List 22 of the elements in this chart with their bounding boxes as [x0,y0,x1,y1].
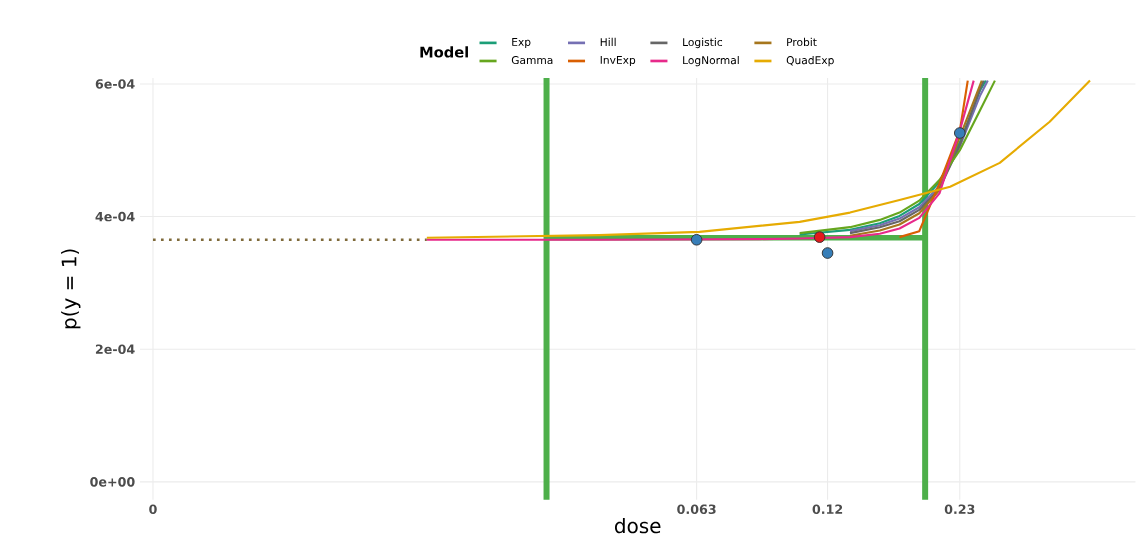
y-axis-title: p(y = 1) [61,249,81,329]
x-tick-label: 0 [149,504,157,515]
legend-label: Probit [787,37,817,47]
y-tick-label: 2e-04 [95,344,135,355]
legend-label: Hill [600,37,616,47]
x-axis-title: dose [614,518,661,534]
legend-label: QuadExp [786,56,834,67]
x-tick-label: 0.12 [812,504,843,515]
y-tick-label: 6e-04 [95,79,135,89]
point [821,247,834,259]
y-tick-label: 4e-04 [95,211,135,222]
legend-label: Exp [512,38,531,49]
x-tick-label: 0.23 [944,504,975,515]
point [690,234,703,246]
legend-label: Gamma [511,56,553,65]
legend-label: InvExp [600,56,636,67]
legend-label: Logistic [683,37,723,49]
legend-title: Model [420,46,468,58]
y-tick-label: 0e+00 [90,477,135,487]
x-tick-label: 0.063 [677,504,716,515]
legend-label: LogNormal [683,56,739,67]
point [953,127,966,139]
